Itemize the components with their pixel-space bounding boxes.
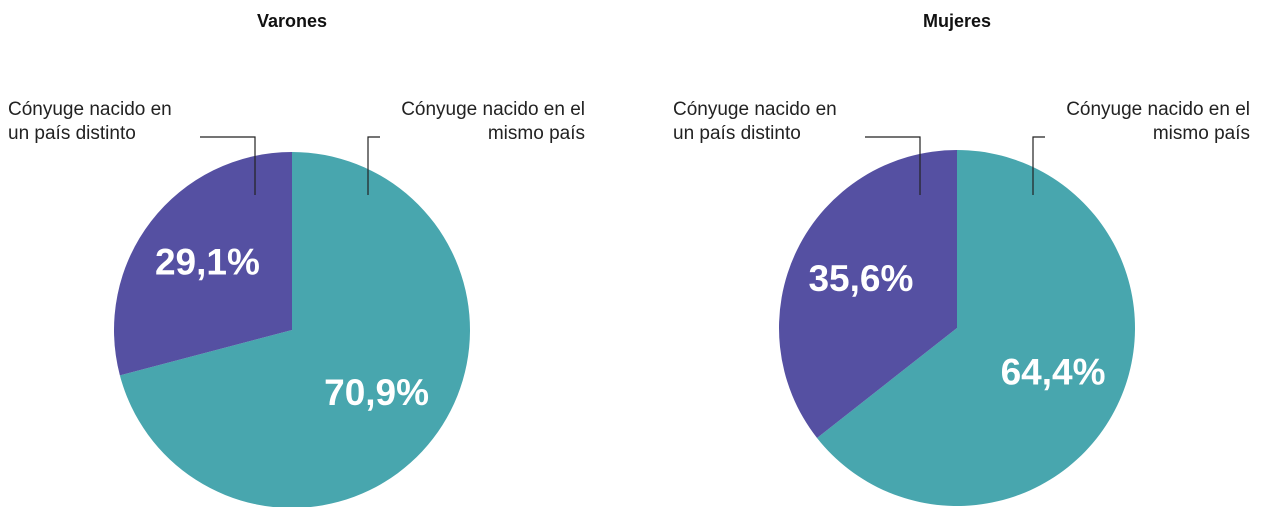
leader-line <box>200 136 256 195</box>
value-label: 64,4% <box>1001 351 1106 392</box>
category-label: Cónyuge nacido en el mismo país <box>1066 99 1250 144</box>
pie-slice <box>779 150 957 438</box>
pie-slice <box>817 150 1135 506</box>
chart-title: Varones <box>257 11 327 31</box>
leader-line <box>1032 136 1045 195</box>
leader-line <box>865 136 921 195</box>
value-label: 29,1% <box>155 242 260 283</box>
value-label: 35,6% <box>808 258 913 299</box>
chart-title: Mujeres <box>923 11 991 31</box>
category-label: Cónyuge nacido en un país distinto <box>673 99 837 144</box>
value-label: 70,9% <box>324 372 429 413</box>
pie-slice <box>119 152 470 507</box>
pie-slice <box>113 152 292 376</box>
category-label: Cónyuge nacido en un país distinto <box>8 99 172 144</box>
category-label: Cónyuge nacido en el mismo país <box>401 99 585 144</box>
leader-line <box>367 136 380 195</box>
